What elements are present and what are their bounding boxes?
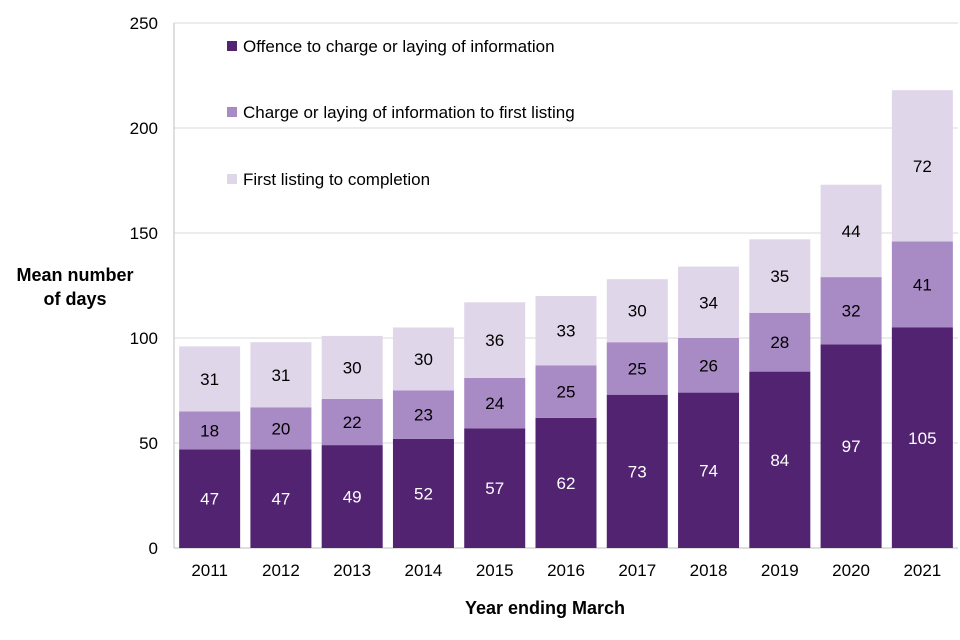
bar-segment (321, 398, 383, 446)
legend: Offence to charge or laying of informati… (227, 37, 575, 189)
bar-segment (820, 277, 882, 345)
data-label: 22 (343, 413, 362, 432)
legend-swatch (227, 41, 237, 51)
bar-segment (891, 90, 953, 242)
data-label: 26 (699, 356, 718, 375)
data-label: 36 (485, 331, 504, 350)
data-label: 28 (770, 333, 789, 352)
bar-segment (250, 449, 312, 548)
x-tick-label: 2016 (547, 561, 585, 580)
data-label: 47 (271, 490, 290, 509)
x-tick-label: 2018 (690, 561, 728, 580)
bar-segment (606, 342, 668, 395)
x-tick-label: 2015 (476, 561, 514, 580)
x-tick-label: 2011 (191, 561, 228, 580)
y-tick-label: 150 (130, 224, 158, 243)
x-tick-label: 2017 (618, 561, 656, 580)
x-axis-ticks: 2011 2012 2013 2014 2015 2016 2017 2018 2019 2020… (191, 561, 941, 580)
legend-swatch (227, 107, 237, 117)
bar-segment (179, 346, 241, 412)
data-label: 72 (913, 157, 932, 176)
bar-segment (606, 279, 668, 343)
data-label: 20 (271, 419, 290, 438)
y-tick-label: 250 (130, 14, 158, 33)
data-label: 105 (908, 429, 936, 448)
legend-label: Offence to charge or laying of informati… (243, 37, 555, 56)
x-tick-label: 2021 (903, 561, 941, 580)
bar-segment (392, 390, 454, 439)
bar-segment (179, 411, 241, 450)
data-label: 57 (485, 479, 504, 498)
bar-segment (179, 449, 241, 548)
data-label: 97 (842, 437, 861, 456)
bar-segment (678, 266, 740, 338)
y-tick-label: 100 (130, 329, 158, 348)
bars: 47 18 31 47 20 31 49 22 30 52 23 30 57 24 36 62 25 33 73 25… (179, 90, 953, 548)
data-label: 25 (628, 359, 647, 378)
bar-segment (464, 377, 526, 429)
y-tick-label: 0 (149, 539, 158, 558)
legend-label: Charge or laying of information to first… (243, 103, 575, 122)
bar-segment (250, 407, 312, 450)
data-label: 30 (414, 350, 433, 369)
x-tick-label: 2012 (262, 561, 300, 580)
bar-segment (891, 241, 953, 328)
bar-segment (321, 445, 383, 548)
data-label: 32 (842, 302, 861, 321)
x-tick-label: 2020 (832, 561, 870, 580)
data-label: 52 (414, 484, 433, 503)
x-tick-label: 2019 (761, 561, 799, 580)
bar-segment (749, 371, 811, 548)
bar-segment (535, 365, 597, 418)
data-label: 62 (557, 474, 576, 493)
bar-segment (749, 312, 811, 372)
data-label: 41 (913, 275, 932, 294)
y-axis-label-line-1: Mean number (16, 265, 133, 285)
data-label: 30 (343, 358, 362, 377)
data-label: 18 (200, 421, 219, 440)
y-axis-ticks: 0 50 100 150 200 250 (130, 14, 158, 558)
x-tick-label: 2014 (405, 561, 443, 580)
bar-segment (820, 344, 882, 548)
bar-segment (464, 302, 526, 378)
bar-segment (535, 296, 597, 366)
bar-segment (820, 184, 882, 278)
data-label: 24 (485, 394, 504, 413)
data-label: 33 (557, 322, 576, 341)
bar-segment (392, 438, 454, 548)
bar-segment (392, 327, 454, 391)
data-label: 47 (200, 490, 219, 509)
data-label: 84 (770, 451, 789, 470)
data-label: 30 (628, 302, 647, 321)
bar-segment (321, 335, 383, 399)
bar-segment (535, 417, 597, 548)
bar-segment (678, 392, 740, 548)
bar-segment (606, 394, 668, 548)
data-label: 31 (271, 366, 290, 385)
data-label: 44 (842, 222, 861, 241)
x-tick-label: 2013 (333, 561, 371, 580)
data-label: 25 (557, 383, 576, 402)
data-label: 49 (343, 488, 362, 507)
y-tick-label: 50 (139, 434, 158, 453)
legend-label: First listing to completion (243, 170, 430, 189)
data-label: 74 (699, 461, 718, 480)
bar-segment (891, 327, 953, 548)
bar-segment (678, 338, 740, 393)
y-tick-label: 200 (130, 119, 158, 138)
bar-segment (250, 342, 312, 408)
bar-segment (749, 239, 811, 313)
data-label: 23 (414, 406, 433, 425)
y-axis-label-line-2: of days (43, 289, 106, 309)
bar-segment (464, 428, 526, 548)
data-label: 73 (628, 462, 647, 481)
legend-swatch (227, 174, 237, 184)
data-label: 35 (770, 267, 789, 286)
x-axis-label: Year ending March (465, 598, 625, 618)
data-label: 31 (200, 370, 219, 389)
data-label: 34 (699, 293, 718, 312)
